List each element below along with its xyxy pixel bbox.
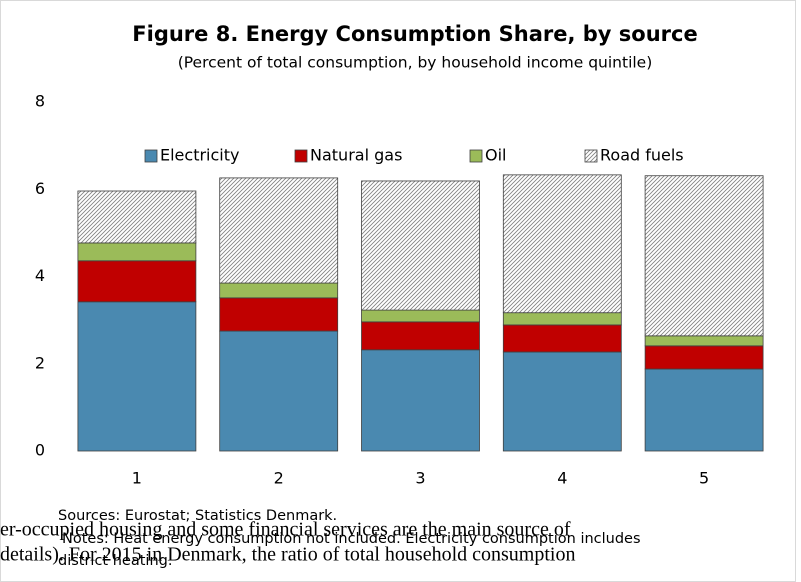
legend-swatch bbox=[144, 149, 158, 163]
y-tick-label: 2 bbox=[35, 353, 45, 372]
legend-label: Oil bbox=[485, 146, 506, 165]
bar-segment bbox=[502, 351, 622, 452]
bar-segment bbox=[361, 309, 480, 323]
bar-segment bbox=[361, 321, 480, 351]
x-tick-label: 3 bbox=[415, 469, 425, 488]
legend-label: Natural gas bbox=[310, 146, 402, 165]
bar-segment bbox=[77, 242, 197, 262]
bar-segment bbox=[644, 368, 764, 452]
legend-swatch bbox=[469, 149, 483, 163]
bar-segment bbox=[219, 297, 339, 332]
bar-segment bbox=[219, 177, 339, 284]
bar-segment bbox=[219, 330, 339, 452]
body-text: er-occupied housing and some financial s… bbox=[0, 519, 571, 541]
bar-segment bbox=[502, 312, 622, 326]
bar-segment bbox=[644, 335, 764, 347]
x-tick-label: 5 bbox=[699, 469, 709, 488]
bar-segment bbox=[502, 174, 622, 314]
bar-segment bbox=[644, 175, 764, 337]
x-tick-label: 2 bbox=[274, 469, 284, 488]
legend-label: Electricity bbox=[160, 146, 239, 165]
legend-swatch bbox=[294, 149, 308, 163]
notes: district heating. bbox=[58, 553, 172, 569]
bar-segment bbox=[361, 180, 480, 311]
bar-segment bbox=[77, 260, 197, 303]
x-tick-label: 4 bbox=[557, 469, 567, 488]
y-tick-label: 0 bbox=[35, 441, 45, 460]
bar-segment bbox=[361, 349, 480, 452]
body-text: details). For 2015 in Denmark, the ratio… bbox=[0, 544, 575, 566]
x-tick-label: 1 bbox=[132, 469, 142, 488]
bar-segment bbox=[644, 345, 764, 370]
chart-title: Figure 8. Energy Consumption Share, by s… bbox=[132, 22, 697, 46]
bar-segment bbox=[77, 301, 197, 452]
legend-swatch bbox=[584, 149, 598, 163]
bar-segment bbox=[502, 324, 622, 353]
legend-label: Road fuels bbox=[600, 146, 684, 165]
chart-subtitle: (Percent of total consumption, by househ… bbox=[178, 54, 653, 72]
notes: Notes: Heat energy consumption not inclu… bbox=[62, 531, 641, 547]
y-tick-label: 4 bbox=[35, 266, 45, 285]
bar-segment bbox=[219, 282, 339, 299]
y-tick-label: 6 bbox=[35, 179, 45, 198]
bar-segment bbox=[77, 190, 197, 244]
y-tick-label: 8 bbox=[35, 92, 45, 111]
sources: Sources: Eurostat; Statistics Denmark. bbox=[58, 508, 337, 524]
